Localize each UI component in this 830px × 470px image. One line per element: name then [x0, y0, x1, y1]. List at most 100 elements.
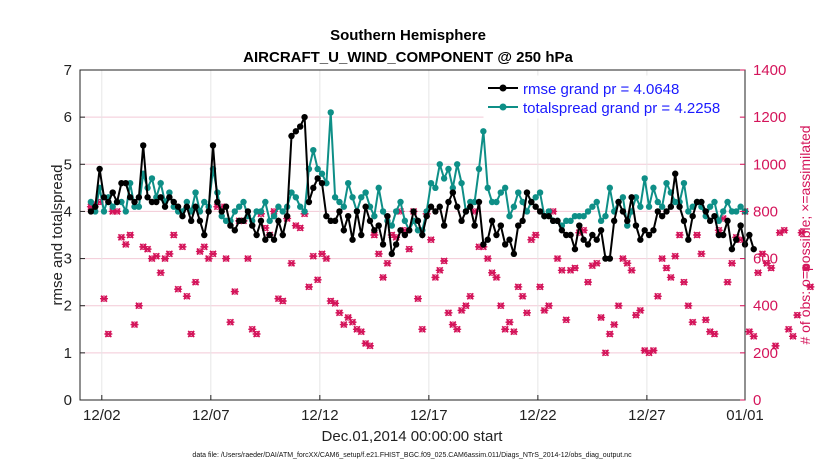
- series-1-point: [619, 194, 627, 201]
- obs-point: [636, 306, 645, 314]
- series-0-point: [113, 198, 121, 206]
- obs-point: [365, 342, 374, 350]
- series-1-point: [397, 198, 404, 206]
- series-0-point: [545, 212, 552, 220]
- obs-point: [296, 224, 305, 232]
- series-0-point: [606, 255, 614, 262]
- series-0-point: [519, 217, 526, 225]
- series-0-point: [419, 231, 426, 239]
- series-0-point: [515, 222, 522, 229]
- series-1-point: [711, 198, 718, 206]
- obs-circle: [153, 253, 160, 260]
- series-1-point: [706, 203, 714, 210]
- series-1-point: [606, 184, 614, 192]
- series-0-point: [624, 217, 631, 225]
- series-0-point: [462, 208, 470, 215]
- x-tick-label: 12/22: [519, 407, 557, 424]
- obs-point: [505, 318, 514, 326]
- obs-circle: [768, 264, 775, 272]
- series-0-point: [192, 203, 199, 210]
- series-1-point: [680, 179, 688, 187]
- series-0-point: [305, 198, 313, 206]
- obs-circle: [650, 347, 657, 354]
- series-1-point: [183, 198, 191, 206]
- series-1-point: [275, 203, 282, 210]
- series-0-point: [737, 222, 744, 229]
- series-0-point: [349, 236, 356, 243]
- obs-circle: [244, 255, 251, 262]
- obs-point: [335, 309, 344, 317]
- series-0-point: [427, 203, 435, 210]
- series-1-point: [148, 175, 156, 182]
- series-1-point: [344, 179, 352, 187]
- y-axis-right-ticks: 0 200 400 600 800 1000 1200 1400: [740, 62, 786, 409]
- obs-circle: [593, 260, 600, 267]
- series-1-point: [440, 175, 448, 182]
- series-0-point: [240, 217, 247, 225]
- series-0-point: [497, 222, 505, 229]
- series-1-point: [340, 203, 348, 210]
- obs-circle: [175, 286, 182, 293]
- series-0-point: [728, 245, 736, 253]
- obs-circle: [628, 267, 635, 274]
- series-0-point: [366, 217, 374, 225]
- obs-point: [121, 240, 130, 248]
- obs-point: [278, 297, 287, 305]
- series-1-point: [379, 208, 387, 215]
- series-0-point: [510, 250, 518, 258]
- series-0-point: [87, 208, 95, 215]
- obs-point: [339, 321, 348, 329]
- y-tick-label: 1: [64, 345, 72, 362]
- obs-point: [418, 325, 427, 333]
- obs-point: [627, 266, 636, 274]
- series-0-point: [576, 222, 583, 229]
- series-0-point: [183, 203, 191, 210]
- legend-label-spread: totalspread grand pr = 4.2258: [523, 100, 720, 117]
- y-axis-ticks: 0 1 2 3 4 5 6 7: [64, 62, 85, 409]
- y-right-tick-label: 400: [753, 298, 778, 315]
- series-0-point: [122, 179, 129, 187]
- obs-circle: [663, 264, 670, 272]
- obs-circle: [632, 312, 640, 319]
- obs-point: [514, 283, 523, 291]
- series-1-point: [109, 203, 116, 210]
- obs-point: [662, 264, 671, 272]
- series-1-point: [336, 198, 343, 206]
- x-tick-label: 12/17: [410, 407, 448, 424]
- series-0-point: [706, 217, 714, 225]
- obs-circle: [231, 288, 238, 295]
- obs-point: [701, 316, 710, 324]
- obs-circle: [659, 255, 666, 262]
- obs-circle: [384, 260, 391, 267]
- obs-circle: [532, 231, 539, 239]
- y-right-tick-label: 600: [753, 251, 778, 268]
- obs-point: [653, 292, 662, 300]
- series-0-point: [453, 203, 461, 210]
- obs-circle: [196, 248, 204, 255]
- series-0-point: [283, 212, 291, 220]
- obs-point: [806, 283, 815, 291]
- obs-point: [531, 231, 540, 239]
- series-0-point: [92, 203, 99, 210]
- obs-circle: [331, 300, 339, 307]
- obs-point: [723, 278, 732, 286]
- y-tick-label: 3: [64, 251, 72, 268]
- y-tick-label: 0: [64, 392, 72, 409]
- x-tick-label: 12/02: [83, 407, 121, 424]
- obs-circle: [711, 330, 718, 338]
- obs-point: [143, 245, 152, 253]
- series-1-point: [401, 217, 409, 225]
- series-0-point: [135, 194, 143, 201]
- series-0-point: [746, 231, 753, 239]
- series-0-point: [632, 222, 640, 229]
- series-1-point: [122, 208, 129, 215]
- obs-point: [383, 259, 392, 267]
- obs-point: [134, 302, 143, 310]
- obs-circle: [497, 302, 504, 309]
- obs-point: [710, 330, 719, 338]
- obs-circle: [113, 208, 121, 215]
- obs-circle: [667, 274, 674, 281]
- series-1-point: [733, 208, 740, 215]
- obs-point: [453, 325, 462, 333]
- obs-point: [788, 332, 797, 340]
